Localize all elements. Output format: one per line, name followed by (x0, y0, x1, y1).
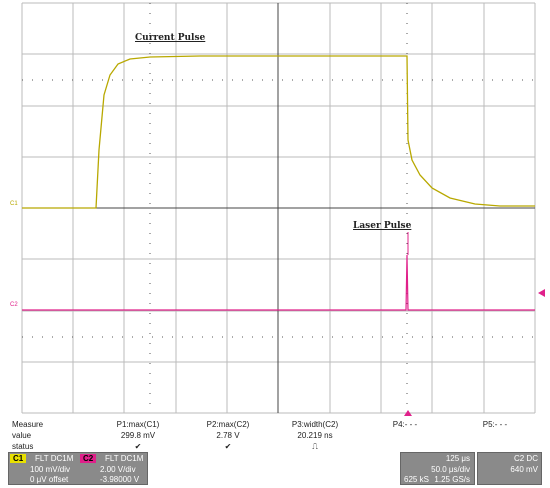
trigger-level-marker (538, 289, 545, 297)
annotation: Current Pulse (135, 33, 206, 43)
measure-cell: ✔ (134, 442, 142, 451)
axes (22, 3, 535, 413)
trigger-source: C2 DC (513, 454, 538, 463)
trigger-panel (477, 452, 542, 485)
channel-coupling: FLT DC1M (105, 454, 144, 463)
measure-cell: P5:- - - (482, 420, 508, 429)
measure-cell: P4:- - - (392, 420, 418, 429)
channel-offset: 0 μV offset (30, 475, 69, 484)
channel-tag: C2 (80, 454, 97, 463)
trigger-time-marker (404, 410, 412, 416)
channel-scale: 100 mV/div (30, 465, 71, 474)
measure-cell: ⎍ (312, 442, 318, 451)
c2-marker: C2 (10, 302, 18, 308)
trigger-level: 640 mV (510, 465, 538, 474)
measure-cell: 299.8 mV (120, 431, 156, 440)
measure-cell: ✔ (224, 442, 232, 451)
channel-coupling: FLT DC1M (35, 454, 74, 463)
channel-panel (8, 452, 148, 485)
measure-cell: value (12, 431, 32, 440)
measure-cell: P2:max(C2) (206, 420, 250, 429)
measure-cell: P1:max(C1) (116, 420, 160, 429)
measure-cell: P3:width(C2) (291, 420, 339, 429)
timebase-points: 625 kS (404, 475, 429, 484)
channel-scale: 2.00 V/div (100, 465, 136, 474)
timebase-scale: 50.0 μs/div (431, 465, 470, 474)
annotation: Laser Pulse (353, 221, 412, 231)
measure-cell: status (12, 442, 34, 451)
measure-cell: 20.219 ns (297, 431, 333, 440)
channel-tag: C1 (10, 454, 27, 463)
c1-trace (22, 55, 535, 209)
c1-marker: C1 (10, 201, 18, 207)
channel-offset: -3.98000 V (100, 475, 140, 484)
timebase-panel (400, 452, 475, 485)
scope-grid (21, 2, 545, 416)
c2-trace (22, 254, 535, 311)
timebase-delay: 125 μs (445, 454, 470, 463)
timebase-rate: 1.25 GS/s (434, 475, 470, 484)
measure-cell: Measure (12, 420, 44, 429)
measure-cell: 2.78 V (216, 431, 240, 440)
